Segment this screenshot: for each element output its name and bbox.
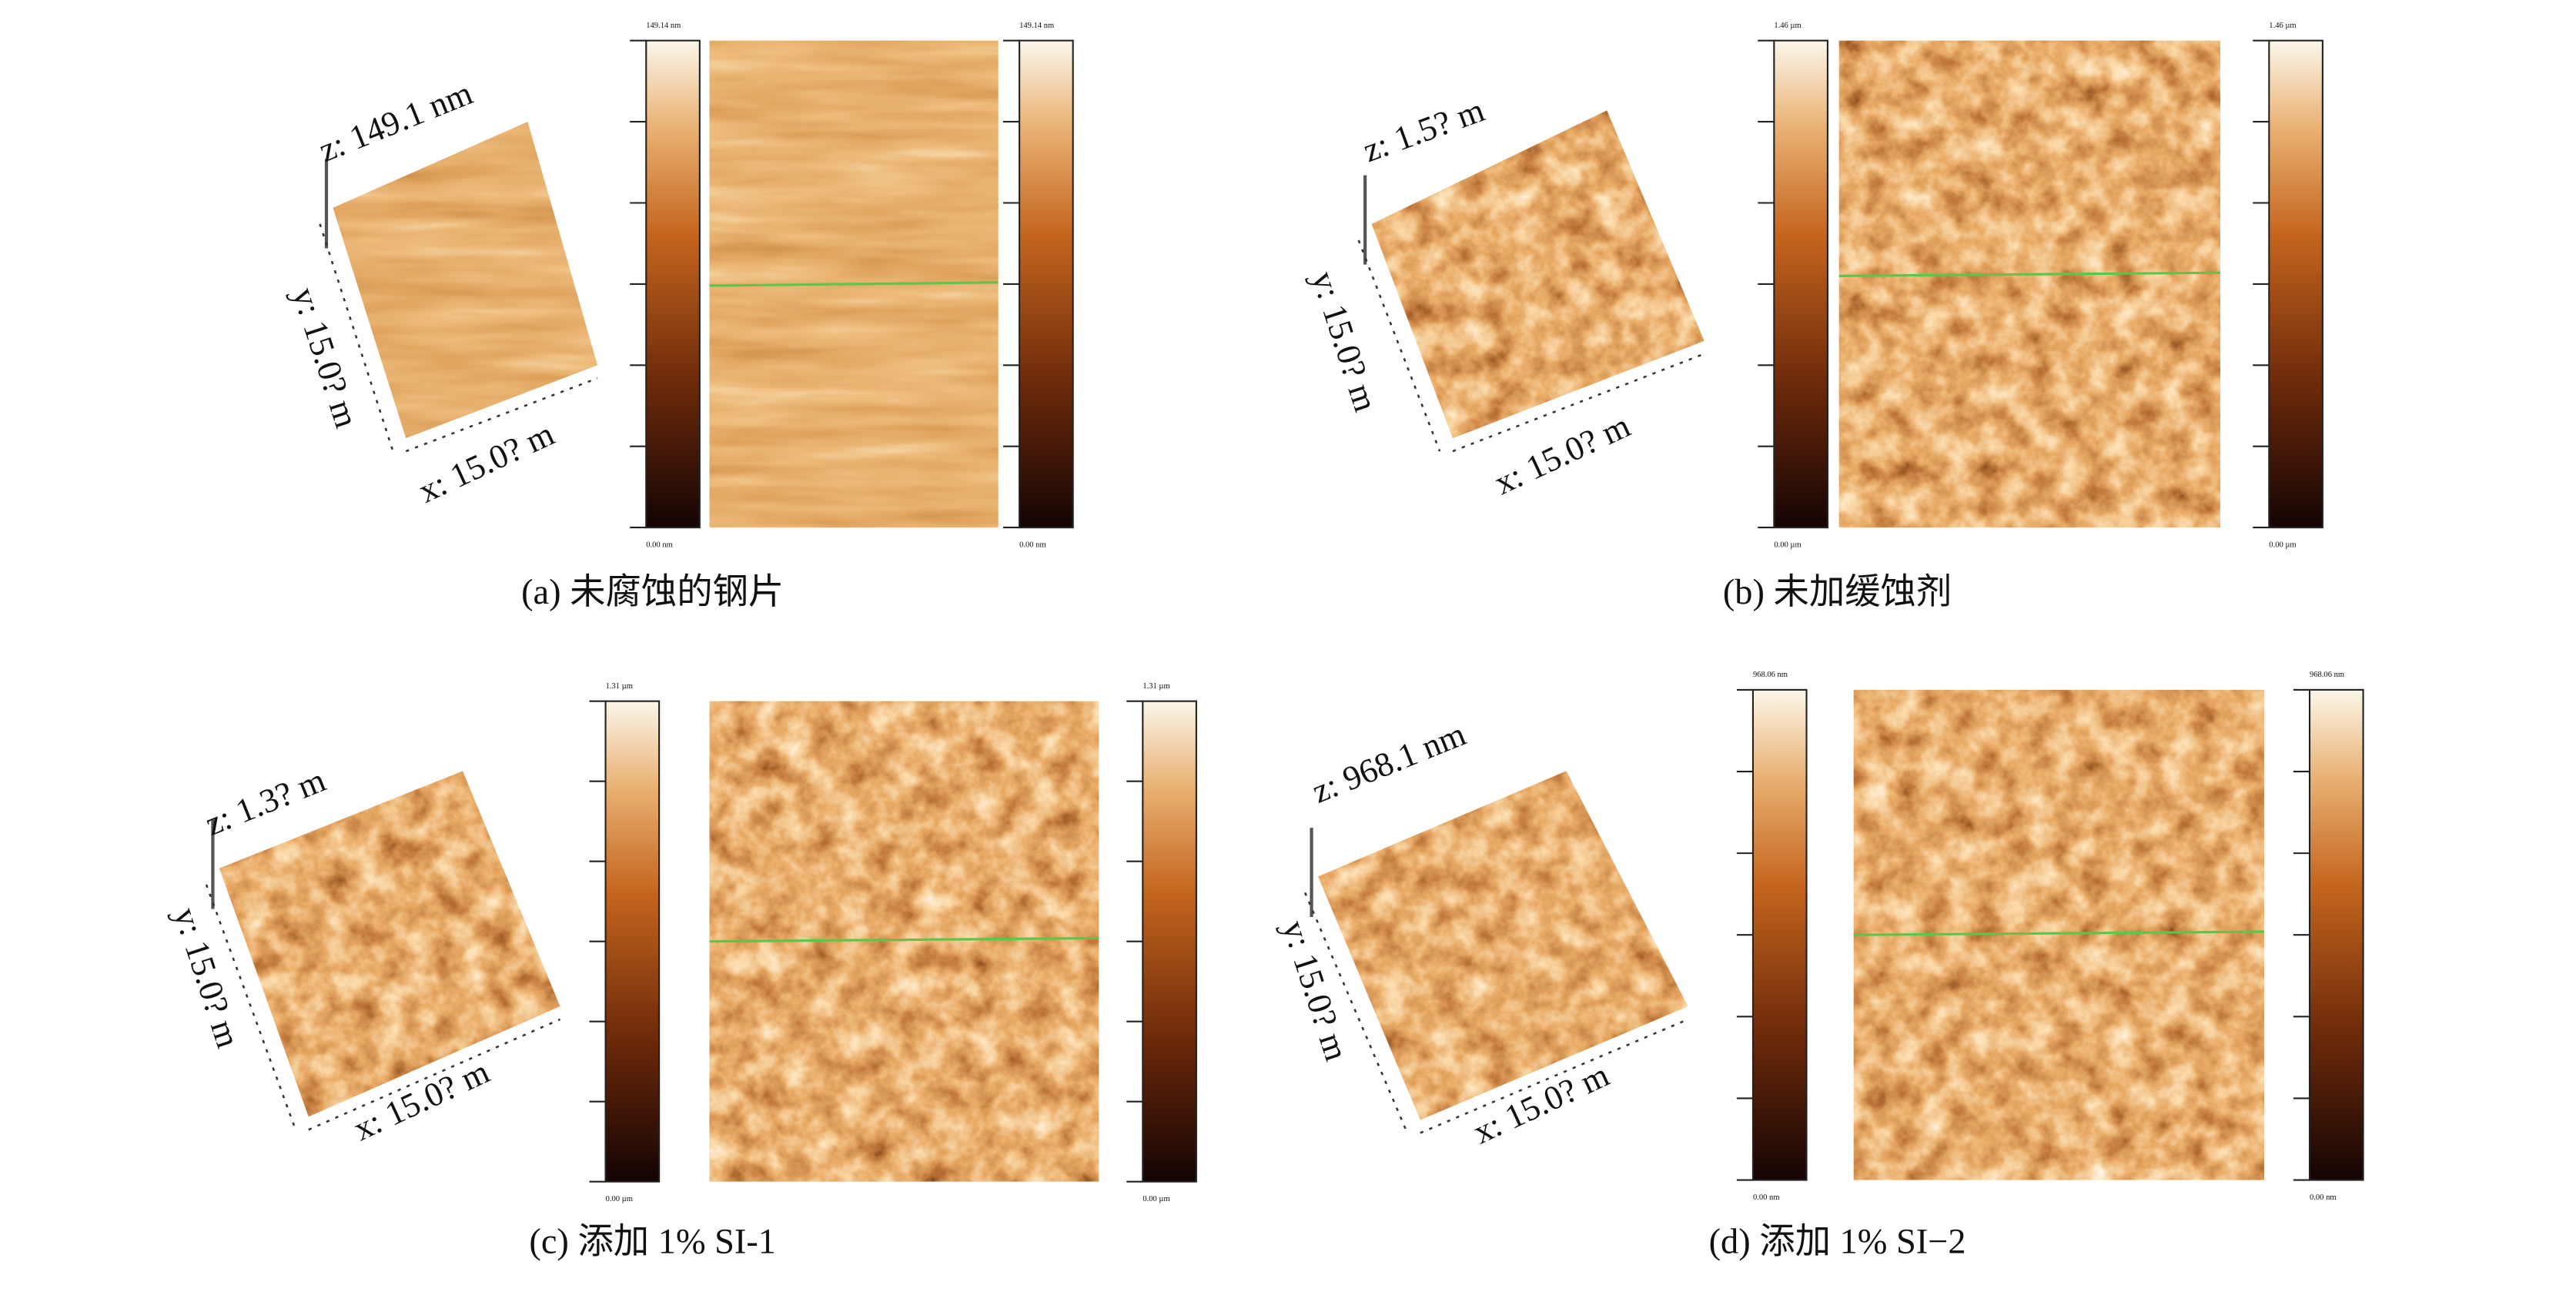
panel-caption: (d) 添加 1% SI−2	[1709, 1222, 1966, 1261]
panel-caption: (c) 添加 1% SI-1	[529, 1222, 776, 1261]
afm-3d-view	[219, 771, 560, 1117]
profile-line	[1838, 271, 2221, 277]
y-label: y: 15.0? m	[1275, 916, 1356, 1066]
colorbar	[1773, 39, 1828, 529]
afm-3d-view	[1317, 771, 1688, 1120]
y-axis	[319, 223, 394, 452]
colorbar	[645, 39, 701, 529]
x-axis	[1452, 353, 1705, 453]
profile-line	[709, 936, 1099, 943]
colorbar	[604, 700, 661, 1183]
colorbar-min-label: 0.00 nm	[2310, 1193, 2337, 1202]
panel-caption: (b) 未加缓蚀剂	[1723, 573, 1952, 612]
x-axis	[308, 1018, 561, 1131]
y-label: y: 15.0? m	[1304, 266, 1385, 416]
colorbar	[2308, 688, 2364, 1181]
colorbar-min-label: 0.00 nm	[1019, 541, 1046, 549]
colorbar-max-label: 1.31 µm	[606, 682, 634, 691]
colorbar	[1751, 688, 1808, 1181]
colorbar-min-label: 0.00 µm	[2269, 541, 2297, 549]
z-label: z: 968.1 nm	[1306, 715, 1470, 811]
y-label: y: 15.0? m	[166, 903, 247, 1053]
afm-image	[1838, 40, 2221, 528]
afm-3d-view	[333, 122, 598, 439]
colorbar-max-label: 1.31 µm	[1142, 682, 1170, 691]
panel-caption: (a) 未腐蚀的钢片	[521, 573, 784, 612]
z-label: z: 1.3? m	[200, 761, 331, 843]
colorbar-max-label: 968.06 nm	[1753, 671, 1788, 679]
colorbar-max-label: 1.46 µm	[1774, 22, 1802, 30]
colorbar-max-label: 149.14 nm	[646, 22, 681, 30]
afm-3d-view	[1371, 110, 1705, 439]
colorbar-max-label: 149.14 nm	[1019, 22, 1055, 30]
colorbar-min-label: 0.00 nm	[646, 541, 673, 549]
y-axis	[205, 884, 297, 1130]
colorbar-min-label: 0.00 µm	[1774, 541, 1802, 549]
colorbar	[2268, 39, 2323, 529]
colorbar-max-label: 968.06 nm	[2310, 671, 2345, 679]
colorbar-max-label: 1.46 µm	[2269, 22, 2297, 30]
z-label: z: 1.5? m	[1358, 91, 1489, 169]
colorbar	[1019, 39, 1074, 529]
colorbar	[1142, 700, 1197, 1183]
profile-line	[1853, 930, 2264, 936]
profile-line	[709, 281, 999, 287]
colorbar-min-label: 0.00 nm	[1753, 1193, 1780, 1202]
x-label: x: 15.0? m	[413, 415, 560, 510]
x-label: x: 15.0? m	[1489, 407, 1636, 502]
colorbar-min-label: 0.00 µm	[606, 1195, 634, 1203]
colorbar-min-label: 0.00 µm	[1142, 1195, 1170, 1203]
y-label: y: 15.0? m	[285, 283, 366, 432]
